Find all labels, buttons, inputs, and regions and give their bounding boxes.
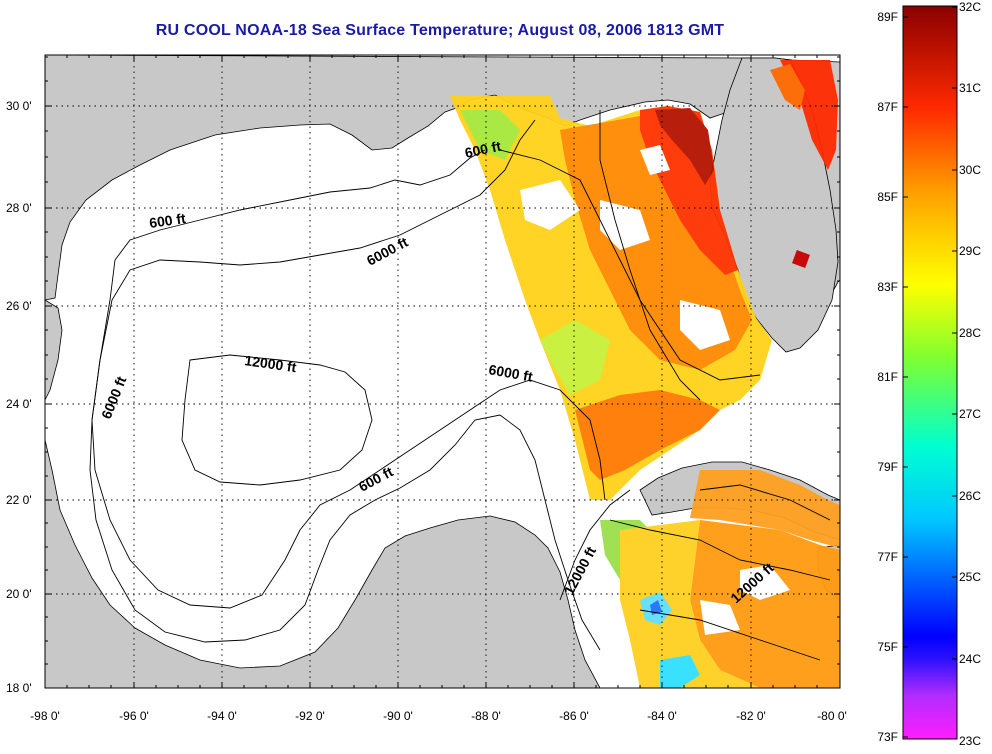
lon-tick-label: -88 0': [471, 709, 501, 723]
lat-tick-label: 22 0': [6, 493, 32, 507]
contour-east-shelf: [499, 149, 761, 381]
colorbar-c-label: 25C: [959, 570, 982, 584]
lon-tick-label: -96 0': [119, 709, 149, 723]
colorbar-c-label: 28C: [959, 326, 982, 340]
colorbar: [902, 5, 958, 740]
lon-tick-label: -86 0': [559, 709, 589, 723]
lon-tick-label: -94 0': [207, 709, 237, 723]
grid: [45, 55, 840, 688]
contour-label-600-west: 600 ft: [148, 210, 187, 231]
colorbar-f-label: 73F: [877, 730, 898, 744]
colorbar-c-label: 23C: [959, 734, 982, 748]
colorbar-f-label: 75F: [877, 640, 898, 654]
contour-east-shelf-2: [599, 110, 701, 401]
contour-label-600-east: 600 ft: [463, 138, 502, 161]
colorbar-c-label: 27C: [959, 407, 982, 421]
bathymetry-contours: [89, 110, 831, 661]
lat-tick-label: 18 0': [6, 681, 32, 695]
lon-tick-label: -90 0': [383, 709, 413, 723]
lat-tick-label: 26 0': [6, 299, 32, 313]
contour-caribbean: [609, 484, 831, 661]
colorbar-f-label: 87F: [877, 100, 898, 114]
colorbar-f-label: 89F: [877, 10, 898, 24]
lon-tick-label: -80 0': [817, 709, 847, 723]
lat-tick-label: 20 0': [6, 587, 32, 601]
map-title: RU COOL NOAA-18 Sea Surface Temperature;…: [155, 22, 725, 39]
colorbar-c-label: 26C: [959, 489, 982, 503]
lat-axis-labels: 30 0' 28 0' 26 0' 24 0' 22 0' 20 0' 18 0…: [6, 99, 32, 695]
land-west-tip: [45, 299, 63, 401]
colorbar-c-label: 30C: [959, 163, 982, 177]
lat-tick-label: 28 0': [6, 201, 32, 215]
colorbar-ticks: [903, 6, 957, 740]
lat-tick-label: 24 0': [6, 397, 32, 411]
lon-tick-label: -82 0': [736, 709, 766, 723]
contour-6000ft: [91, 119, 606, 609]
colorbar-c-label: 32C: [959, 0, 982, 14]
colorbar-c-label: 29C: [959, 244, 982, 258]
contour-600ft: [89, 149, 601, 651]
contour-12000ft: [181, 354, 373, 486]
colorbar-f-label: 83F: [877, 280, 898, 294]
lon-axis-labels: -98 0' -96 0' -94 0' -92 0' -90 0' -88 0…: [30, 709, 847, 723]
contour-label-6000-center: 6000 ft: [487, 361, 534, 385]
sst-swath: [450, 60, 840, 688]
lon-tick-label: -98 0': [30, 709, 60, 723]
colorbar-f-label: 79F: [877, 460, 898, 474]
colorbar-f-label: 81F: [877, 370, 898, 384]
axis-ticks: [44, 55, 841, 689]
lon-tick-label: -84 0': [647, 709, 677, 723]
lat-tick-label: 30 0': [6, 99, 32, 113]
colorbar-c-label: 24C: [959, 652, 982, 666]
contour-label-12000-center: 12000 ft: [244, 352, 298, 375]
colorbar-f-label: 77F: [877, 550, 898, 564]
contour-yucatan: [559, 489, 631, 601]
colorbar-c-label: 31C: [959, 81, 982, 95]
colorbar-f-label: 85F: [877, 190, 898, 204]
land-mexico: [45, 439, 601, 688]
lon-tick-label: -92 0': [295, 709, 325, 723]
